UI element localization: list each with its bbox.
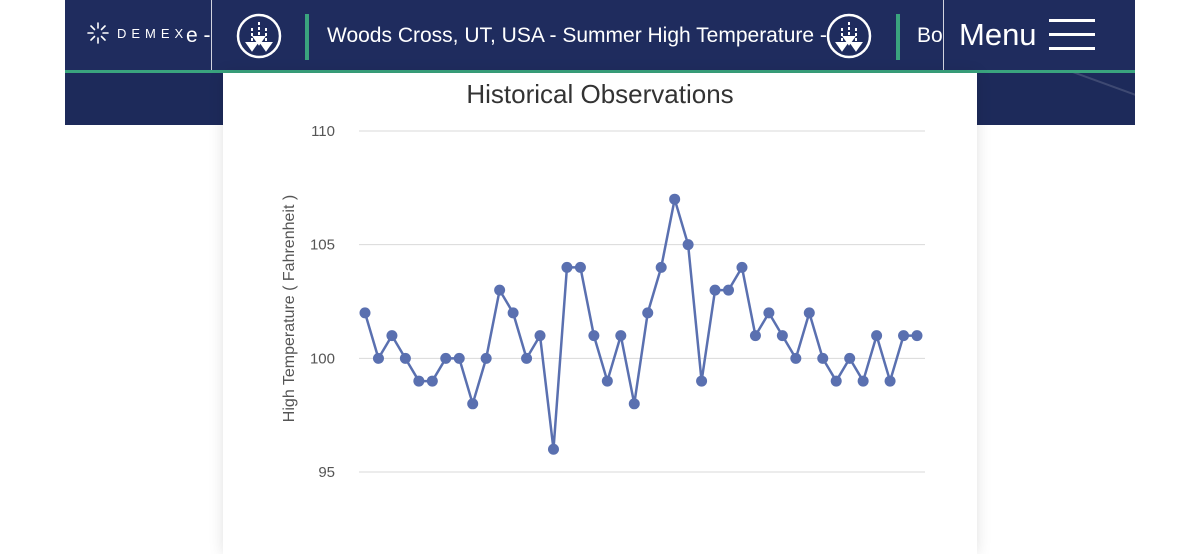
menu-button[interactable]: Menu	[959, 17, 1037, 52]
data-point	[574, 261, 586, 273]
data-point	[453, 352, 465, 364]
hamburger-menu-icon[interactable]	[1049, 19, 1095, 51]
data-point	[749, 330, 761, 342]
data-point	[844, 352, 856, 364]
data-point	[386, 330, 398, 342]
data-point	[467, 398, 479, 410]
top-navigation-bar: DEMEX e - Woods Cross, UT, USA - Summer …	[65, 0, 1135, 70]
menu-divider	[943, 0, 944, 70]
y-tick-label: 95	[318, 464, 335, 481]
data-point	[601, 375, 613, 387]
y-tick-label: 110	[311, 123, 335, 140]
data-point	[426, 375, 438, 387]
data-point	[372, 352, 384, 364]
brand-logo[interactable]: DEMEX	[87, 22, 188, 44]
data-point	[776, 330, 788, 342]
data-point	[803, 307, 815, 319]
data-point	[413, 375, 425, 387]
chart-card: Historical Observations 95 100 105 110 High …	[223, 73, 977, 554]
data-point	[709, 284, 721, 296]
data-point	[898, 330, 910, 342]
data-point	[628, 398, 640, 410]
download-icon[interactable]	[236, 13, 282, 59]
data-point	[561, 261, 573, 273]
data-point	[790, 352, 802, 364]
data-point	[588, 330, 600, 342]
data-point	[359, 307, 371, 319]
data-point	[669, 193, 681, 205]
data-point	[480, 352, 492, 364]
data-point	[655, 261, 667, 273]
data-point	[547, 443, 559, 455]
data-point	[763, 307, 775, 319]
download-icon[interactable]	[826, 13, 872, 59]
data-point	[736, 261, 748, 273]
tab-divider	[305, 14, 309, 60]
tab-divider	[211, 0, 212, 70]
y-axis-label: High Temperature ( Fahrenheit )	[281, 195, 298, 422]
tab-partial-right[interactable]: Bo	[917, 24, 943, 47]
data-point	[521, 352, 533, 364]
data-point	[871, 330, 883, 342]
data-point	[830, 375, 842, 387]
data-point	[857, 375, 869, 387]
line-chart: 95 100 105 110 High Temperature ( Fahrenheit…	[281, 123, 925, 481]
data-point	[642, 307, 654, 319]
data-point	[911, 330, 923, 342]
tab-label[interactable]: Woods Cross, UT, USA - Summer High Tempe…	[327, 24, 827, 47]
data-point	[440, 352, 452, 364]
y-tick-label: 105	[310, 237, 335, 254]
data-point	[615, 330, 627, 342]
data-point	[696, 375, 708, 387]
chart-title: Historical Observations	[466, 79, 734, 109]
data-point	[534, 330, 546, 342]
data-point	[723, 284, 735, 296]
header-accent-line	[65, 70, 1135, 73]
series-line	[363, 197, 917, 451]
brand-name: DEMEX	[117, 25, 189, 41]
tab-divider	[896, 14, 900, 60]
data-point	[494, 284, 506, 296]
data-point	[399, 352, 411, 364]
demex-logo-icon	[87, 22, 109, 44]
tab-partial-left[interactable]: e -	[186, 24, 211, 47]
data-point	[507, 307, 519, 319]
y-tick-label: 100	[310, 350, 335, 367]
data-point	[817, 352, 829, 364]
data-point	[682, 239, 694, 251]
data-point	[884, 375, 896, 387]
